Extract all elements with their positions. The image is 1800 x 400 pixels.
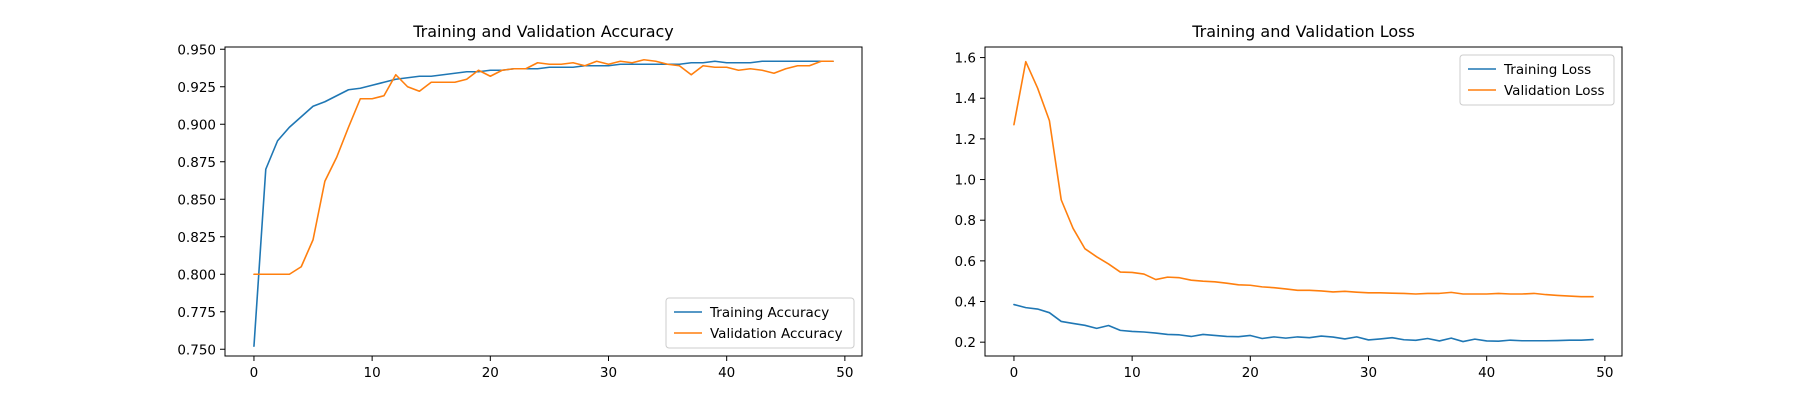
y-tick-label: 0.950 <box>177 42 216 58</box>
plot-frame <box>984 46 1623 357</box>
legend-box <box>1459 54 1615 106</box>
chart-panel-2: Training and Validation Loss 0 10 20 30 40 50 0… <box>955 22 1623 381</box>
series-line-validation-accuracy <box>253 58 834 276</box>
y-tick-label: 1.4 <box>955 91 976 107</box>
y-tick-label: 0.825 <box>177 230 216 246</box>
legend-label: Validation Accuracy <box>710 326 843 342</box>
legend: Training Accuracy Validation Accuracy <box>665 297 855 349</box>
plot-frame <box>224 46 863 357</box>
legend-label: Training Loss <box>1503 62 1591 78</box>
series-line-validation-loss <box>1013 60 1594 298</box>
y-tick-label: 0.850 <box>177 192 216 208</box>
legend: Training Loss Validation Loss <box>1459 54 1615 106</box>
x-tick-label: 10 <box>1124 365 1141 381</box>
legend-box <box>665 297 855 349</box>
y-tick-label: 0.4 <box>955 295 976 311</box>
x-tick-label: 10 <box>364 365 381 381</box>
y-tick-label: 1.6 <box>955 51 976 67</box>
legend-label: Validation Loss <box>1504 83 1605 99</box>
x-tick-label: 0 <box>250 365 259 381</box>
y-tick-label: 0.800 <box>177 267 216 283</box>
y-tick-label: 1.0 <box>955 173 976 189</box>
legend-label: Training Accuracy <box>709 305 829 321</box>
chart-title: Training and Validation Loss <box>1191 22 1415 41</box>
x-tick-label: 50 <box>1596 365 1613 381</box>
y-tick-label: 0.2 <box>955 335 976 351</box>
x-tick-label: 20 <box>482 365 499 381</box>
y-tick-label: 0.925 <box>177 80 216 96</box>
x-tick-label: 20 <box>1242 365 1259 381</box>
y-tick-label: 0.775 <box>177 305 216 321</box>
series-line-training-loss <box>1013 303 1594 343</box>
x-tick-label: 30 <box>600 365 617 381</box>
y-tick-label: 1.2 <box>955 132 976 148</box>
y-tick-label: 0.750 <box>177 342 216 358</box>
x-tick-label: 50 <box>836 365 853 381</box>
chart-panel-1: Training and Validation Accuracy 0 10 20 30 4… <box>177 22 863 381</box>
x-tick-label: 0 <box>1010 365 1019 381</box>
y-tick-label: 0.875 <box>177 155 216 171</box>
y-tick-label: 0.6 <box>955 254 976 270</box>
x-tick-label: 30 <box>1360 365 1377 381</box>
y-tick-label: 0.900 <box>177 117 216 133</box>
chart-title: Training and Validation Accuracy <box>412 22 674 41</box>
x-tick-label: 40 <box>1478 365 1495 381</box>
series-line-training-accuracy <box>253 60 834 348</box>
x-tick-label: 40 <box>718 365 735 381</box>
y-tick-label: 0.8 <box>955 213 976 229</box>
